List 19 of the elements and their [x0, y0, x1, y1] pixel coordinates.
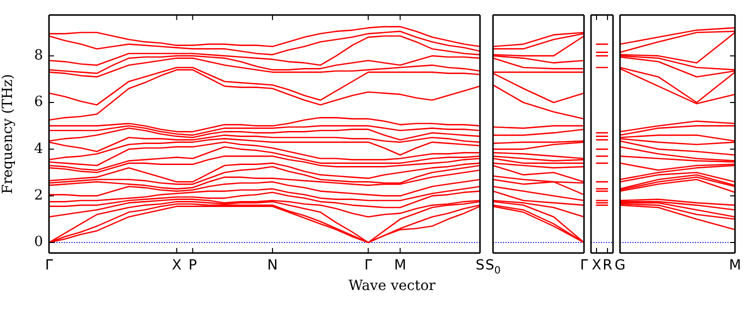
x-tick-label: R [602, 258, 613, 274]
x-tick-label: G [614, 258, 626, 274]
x-axis-title: Wave vector [348, 278, 436, 294]
x-tick-label: Γ [45, 258, 54, 274]
x-tick-label: S [476, 258, 485, 274]
x-tick-label: M [394, 258, 406, 274]
y-tick-label: 4 [34, 140, 44, 157]
x-tick-label: X [592, 258, 602, 274]
y-axis-title: Frequency (THz) [0, 74, 16, 194]
x-tick-label: N [267, 258, 278, 274]
y-tick-label: 2 [34, 187, 43, 204]
x-tick-label: X [172, 258, 182, 274]
x-tick-label: Γ [364, 258, 372, 274]
y-tick-label: 6 [34, 94, 44, 110]
x-tick-label: P [188, 258, 197, 274]
x-tick-label: Γ [580, 258, 588, 274]
x-tick-label: M [728, 258, 742, 274]
y-tick-label: 0 [34, 234, 43, 250]
y-tick-label: 8 [34, 47, 43, 64]
